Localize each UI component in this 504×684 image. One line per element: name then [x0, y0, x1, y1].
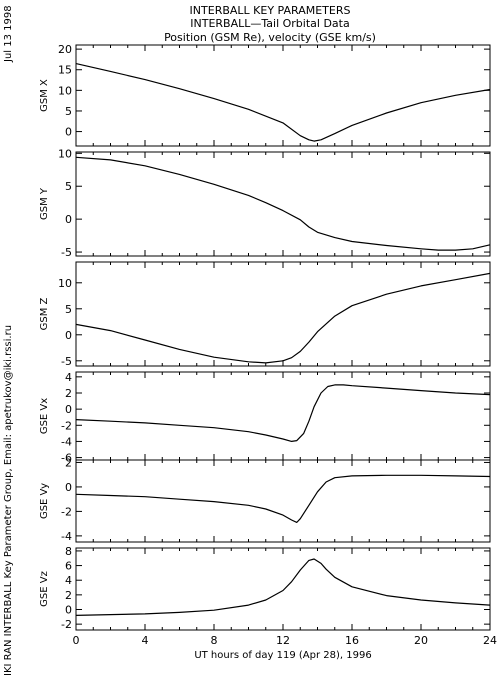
title-line-1: INTERBALL KEY PARAMETERS	[190, 4, 351, 17]
series-line	[75, 63, 491, 142]
y-axis-label: GSE Vy	[39, 483, 50, 519]
y-tick-label: 10	[58, 277, 72, 290]
panel-gse-vy: -4 -2 0 2 GSE Vy	[39, 456, 491, 543]
plot-frame	[75, 261, 491, 367]
y-axis-label: GSE Vx	[39, 398, 50, 434]
y-tick-label: -4	[61, 530, 72, 543]
x-tick-label: 4	[142, 634, 149, 647]
series-line	[75, 558, 491, 616]
y-tick-label: -5	[61, 355, 72, 368]
x-axis-label: UT hours of day 119 (Apr 28), 1996	[194, 650, 371, 661]
y-tick-label: 5	[65, 303, 72, 316]
plot-frame	[75, 459, 491, 543]
y-tick-label: 2	[65, 589, 72, 602]
plot-frame	[75, 547, 491, 631]
y-tick-label: 10	[58, 84, 72, 97]
y-tick-label: 20	[58, 43, 72, 56]
title-line-3: Position (GSM Re), velocity (GSE km/s)	[164, 31, 376, 44]
y-tick-label: 0	[65, 329, 72, 342]
x-tick-label: 0	[73, 634, 80, 647]
y-tick-label: 0	[65, 403, 72, 416]
y-tick-label: 2	[65, 456, 72, 469]
panel-gse-vx: -6 -4 -2 0 2 4 GSE Vx	[39, 371, 491, 465]
y-tick-label: 4	[65, 371, 72, 384]
y-tick-label: 0	[65, 604, 72, 617]
y-tick-label: 2	[65, 387, 72, 400]
x-tick-label: 12	[276, 634, 290, 647]
plot-frame	[75, 151, 491, 257]
y-tick-label: -4	[61, 435, 72, 448]
y-tick-label: 0	[65, 126, 72, 139]
title-line-2: INTERBALL—Tail Orbital Data	[190, 17, 349, 30]
panel-gsm-z: -5 0 5 10 GSM Z	[39, 261, 491, 368]
series-line	[75, 272, 491, 364]
x-tick-label: 16	[345, 634, 359, 647]
y-tick-label: 15	[58, 64, 72, 77]
y-tick-label: 6	[65, 560, 72, 573]
y-axis-label: GSM X	[39, 79, 50, 112]
y-tick-label: -5	[61, 246, 72, 259]
y-axis-label: GSM Z	[39, 297, 50, 330]
y-tick-label: 0	[65, 213, 72, 226]
y-tick-label: 5	[65, 180, 72, 193]
x-tick-label: 20	[414, 634, 428, 647]
panel-gsm-x: 0 5 10 15 20 GSM X	[39, 43, 491, 147]
y-tick-label: 0	[65, 481, 72, 494]
panel-gsm-y: -5 0 5 10 GSM Y	[39, 147, 491, 259]
y-tick-label: -6	[61, 452, 72, 465]
plot-frame	[75, 44, 491, 147]
x-tick-label: 24	[483, 634, 497, 647]
series-line	[75, 384, 491, 442]
y-tick-label: -2	[61, 505, 72, 518]
y-tick-label: 10	[58, 147, 72, 160]
y-tick-label: 4	[65, 574, 72, 587]
y-tick-label: 8	[65, 545, 72, 558]
x-tick-label: 8	[211, 634, 218, 647]
series-line	[75, 474, 491, 524]
series-line	[75, 156, 491, 251]
y-tick-label: 5	[65, 105, 72, 118]
y-axis-label: GSE Vz	[39, 571, 50, 607]
plot-frame	[75, 371, 491, 461]
y-tick-label: -2	[61, 419, 72, 432]
y-axis-label: GSM Y	[39, 187, 50, 220]
y-tick-label: -2	[61, 618, 72, 631]
